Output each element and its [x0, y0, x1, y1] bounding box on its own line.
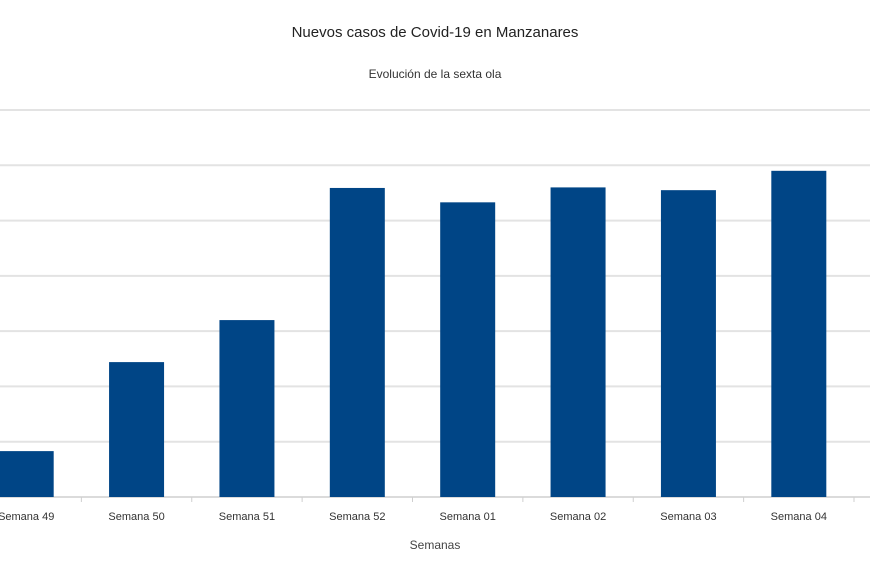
x-axis-label: Semanas — [409, 538, 461, 552]
bar-semana-49 — [0, 451, 54, 497]
x-tick-label: Semana 49 — [0, 511, 54, 523]
x-tick-label: Semana 51 — [219, 511, 275, 523]
bar-semana-52 — [329, 187, 385, 497]
x-tick-label: Semana 02 — [550, 511, 606, 523]
x-tick-label: Semana 03 — [660, 511, 716, 523]
bar-semana-50 — [109, 362, 165, 497]
bar-semana-03 — [660, 190, 716, 497]
chart-title: Nuevos casos de Covid-19 en Manzanares — [291, 24, 579, 41]
bar-semana-02 — [550, 187, 606, 497]
x-tick-label: Semana 04 — [771, 511, 827, 523]
chart-subtitle: Evolución de la sexta ola — [368, 67, 502, 81]
bar-semana-04 — [771, 170, 827, 498]
bar-semana-01 — [440, 202, 496, 497]
x-tick-label: Semana 52 — [329, 511, 385, 523]
bar-semana-51 — [219, 320, 275, 497]
x-tick-label: Semana 01 — [440, 511, 496, 523]
x-tick-label: Semana 50 — [108, 511, 164, 523]
